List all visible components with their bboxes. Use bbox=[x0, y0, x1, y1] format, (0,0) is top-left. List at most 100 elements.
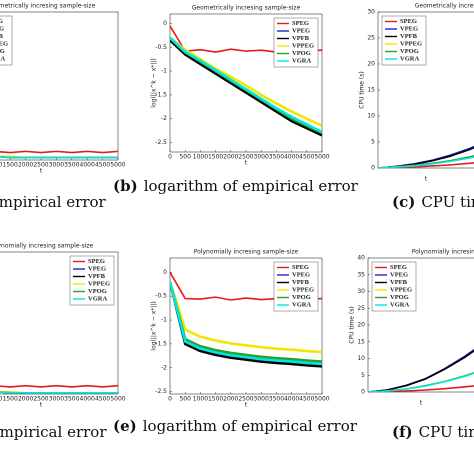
y-tick-label: 0 bbox=[163, 269, 167, 276]
y-tick-label: 10 bbox=[357, 355, 365, 362]
series-line bbox=[378, 146, 474, 168]
x-tick-label: 0 bbox=[168, 396, 172, 403]
x-axis-label: t bbox=[425, 176, 428, 183]
caption: (c) CPU time bbox=[392, 194, 474, 210]
chart-panel: Polynomially incresing sample-size 0 5 10 15… bbox=[349, 249, 474, 407]
plot-area bbox=[0, 11, 119, 161]
series-line bbox=[0, 384, 118, 388]
legend-label: VPFB bbox=[292, 279, 310, 286]
legend-label: VPEG bbox=[0, 25, 4, 32]
y-tick-label: -2 bbox=[161, 364, 167, 371]
y-tick-label: 5 bbox=[361, 372, 365, 379]
series-line bbox=[170, 36, 322, 128]
legend-label: VPEG bbox=[390, 271, 408, 278]
caption-text: empirical error bbox=[0, 423, 107, 441]
y-tick-label: -2 bbox=[161, 115, 167, 122]
x-axis-label: t bbox=[40, 402, 43, 409]
y-tick-label: 20 bbox=[367, 61, 375, 68]
x-tick-label: 3500 bbox=[64, 162, 79, 169]
chart-title: Polynomially incresing sample-size bbox=[0, 243, 94, 250]
y-tick-label: 30 bbox=[367, 9, 375, 16]
legend-label: VGRA bbox=[400, 55, 419, 62]
series-line bbox=[368, 385, 474, 392]
series-line bbox=[170, 36, 322, 134]
legend-label: VPPEG bbox=[292, 42, 314, 49]
legend-label: VPPEG bbox=[292, 286, 314, 293]
x-tick-label: 1500 bbox=[208, 396, 223, 403]
legend-label: VPEG bbox=[400, 25, 418, 32]
caption-text: CPU time bbox=[421, 193, 474, 211]
legend-label: SPEG bbox=[390, 264, 407, 271]
legend-box bbox=[0, 15, 13, 66]
caption-tag: (c) bbox=[392, 193, 416, 211]
caption-tag: (e) bbox=[113, 417, 137, 435]
x-tick-label: 2500 bbox=[238, 396, 253, 403]
caption: (a)empirical error bbox=[0, 194, 210, 210]
y-tick-label: -2.5 bbox=[155, 388, 167, 395]
legend-label: VPPEG bbox=[390, 286, 412, 293]
x-tick-label: 2000 bbox=[18, 396, 33, 403]
legend-label: VGRA bbox=[0, 55, 5, 62]
series-line bbox=[368, 349, 474, 392]
legend-box bbox=[371, 261, 417, 312]
y-tick-label: 35 bbox=[357, 271, 365, 278]
x-tick-label: 2000 bbox=[223, 396, 238, 403]
series-line bbox=[368, 372, 474, 392]
y-tick-label: -0.5 bbox=[155, 44, 167, 51]
legend-label: VPPEG bbox=[0, 40, 8, 47]
legend-label: SPEG bbox=[0, 18, 3, 25]
y-tick-label: 40 bbox=[357, 255, 365, 262]
legend-label: VPFB bbox=[0, 33, 4, 40]
x-tick-label: 4500 bbox=[299, 154, 314, 161]
series-group bbox=[0, 150, 118, 159]
x-tick-label: 1500 bbox=[3, 396, 18, 403]
x-tick-label: 4000 bbox=[80, 162, 95, 169]
y-tick-label: -1 bbox=[161, 68, 167, 75]
caption-text: logarithm of empirical error bbox=[143, 177, 358, 195]
x-tick-label: 4000 bbox=[284, 396, 299, 403]
caption-text: logarithm of empirical error bbox=[142, 417, 357, 435]
x-tick-label: 3000 bbox=[254, 396, 269, 403]
x-tick-label: 3000 bbox=[254, 154, 269, 161]
legend-box bbox=[273, 261, 319, 312]
x-tick-label: 4500 bbox=[95, 162, 110, 169]
legend-label: VPOG bbox=[400, 48, 419, 55]
y-tick-label: 0 bbox=[371, 165, 375, 172]
caption: (f) CPU time bbox=[392, 424, 474, 440]
y-tick-label: -1.5 bbox=[155, 91, 167, 98]
y-tick-label: -0.5 bbox=[155, 293, 167, 300]
legend-label: VPPEG bbox=[400, 40, 422, 47]
y-tick-label: -1 bbox=[161, 317, 167, 324]
y-tick-label: 15 bbox=[357, 338, 365, 345]
caption: (d)empirical error bbox=[0, 424, 210, 440]
x-tick-label: 3500 bbox=[269, 154, 284, 161]
x-tick-label: 5000 bbox=[314, 154, 329, 161]
series-group bbox=[378, 145, 474, 168]
series-group bbox=[0, 384, 118, 394]
y-tick-label: -2.5 bbox=[155, 139, 167, 146]
legend-box bbox=[273, 17, 319, 68]
legend-label: SPEG bbox=[292, 264, 309, 271]
y-tick-label: 0 bbox=[361, 389, 365, 396]
legend-label: VPOG bbox=[88, 288, 107, 295]
x-tick-label: 1000 bbox=[193, 154, 208, 161]
x-axis-label: t bbox=[40, 168, 43, 175]
y-tick-label: 25 bbox=[357, 305, 365, 312]
series-line bbox=[0, 391, 118, 394]
x-axis-label: t bbox=[245, 402, 248, 409]
legend-label: VGRA bbox=[88, 295, 107, 302]
series-line bbox=[170, 281, 322, 368]
x-tick-label: 4000 bbox=[284, 154, 299, 161]
series-line bbox=[378, 156, 474, 168]
legend-label: VPEG bbox=[88, 265, 106, 272]
x-tick-label: 2500 bbox=[33, 162, 48, 169]
legend-label: SPEG bbox=[400, 18, 417, 25]
legend-label: SPEG bbox=[292, 20, 309, 27]
x-axis-label: t bbox=[420, 400, 423, 407]
